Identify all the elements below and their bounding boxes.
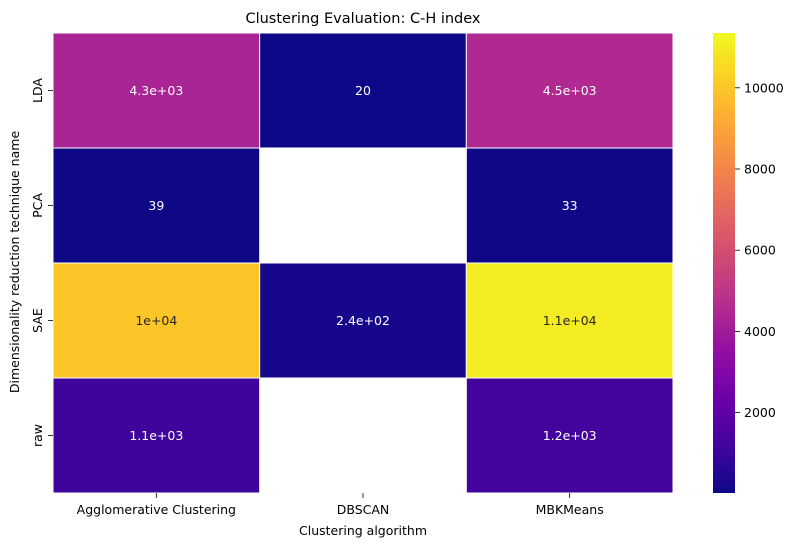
y-axis-ticks: LDA PCA SAE raw xyxy=(30,78,53,447)
cell-annotation: 4.5e+03 xyxy=(543,83,597,98)
x-axis-label: Clustering algorithm xyxy=(299,523,427,538)
heatmap-cell xyxy=(465,147,674,264)
colorbar-tick-label: 2000 xyxy=(744,405,776,420)
cell-annotation: 2.4e+02 xyxy=(336,313,390,328)
x-tick-label: MBKMeans xyxy=(536,502,604,517)
x-axis-ticks: Agglomerative Clustering DBSCAN MBKMeans xyxy=(77,493,604,517)
colorbar-tick-label: 10000 xyxy=(744,80,784,95)
y-tick-label: raw xyxy=(30,424,45,447)
cell-annotation: 1e+04 xyxy=(135,313,177,328)
cell-annotation: 1.1e+03 xyxy=(129,428,183,443)
heatmap-cell xyxy=(52,262,261,379)
cell-annotation: 33 xyxy=(562,198,578,213)
y-tick-label: SAE xyxy=(30,308,45,333)
colorbar-ticks: 2000 4000 6000 8000 10000 xyxy=(735,80,784,420)
heatmap-cell xyxy=(465,377,674,494)
colorbar xyxy=(713,33,735,493)
colorbar-tick-label: 4000 xyxy=(744,324,776,339)
chart-title: Clustering Evaluation: C-H index xyxy=(245,11,480,27)
colorbar-tick-label: 8000 xyxy=(744,162,776,177)
x-tick-label: DBSCAN xyxy=(337,502,390,517)
x-tick-label: Agglomerative Clustering xyxy=(77,502,236,517)
cell-annotations: 4.3e+03 20 4.5e+03 39 33 1e+04 2.4e+02 1.1e+04 1… xyxy=(129,83,596,443)
heatmap-cell xyxy=(52,32,261,149)
heatmap-cell xyxy=(465,32,674,149)
cell-annotation: 1.2e+03 xyxy=(543,428,597,443)
heatmap-cell xyxy=(259,32,467,149)
heatmap-cell xyxy=(52,147,261,264)
y-tick-label: PCA xyxy=(30,193,45,218)
cell-annotation: 20 xyxy=(355,83,371,98)
cell-annotation: 1.1e+04 xyxy=(543,313,597,328)
heatmap-cells xyxy=(52,32,674,494)
heatmap-cell xyxy=(259,262,467,379)
cell-annotation: 4.3e+03 xyxy=(129,83,183,98)
y-tick-label: LDA xyxy=(30,78,45,103)
y-axis-label: Dimensionality reduction technique name xyxy=(7,131,22,394)
cell-annotation: 39 xyxy=(148,198,164,213)
heatmap-cell xyxy=(465,262,674,379)
colorbar-tick-label: 6000 xyxy=(744,243,776,258)
